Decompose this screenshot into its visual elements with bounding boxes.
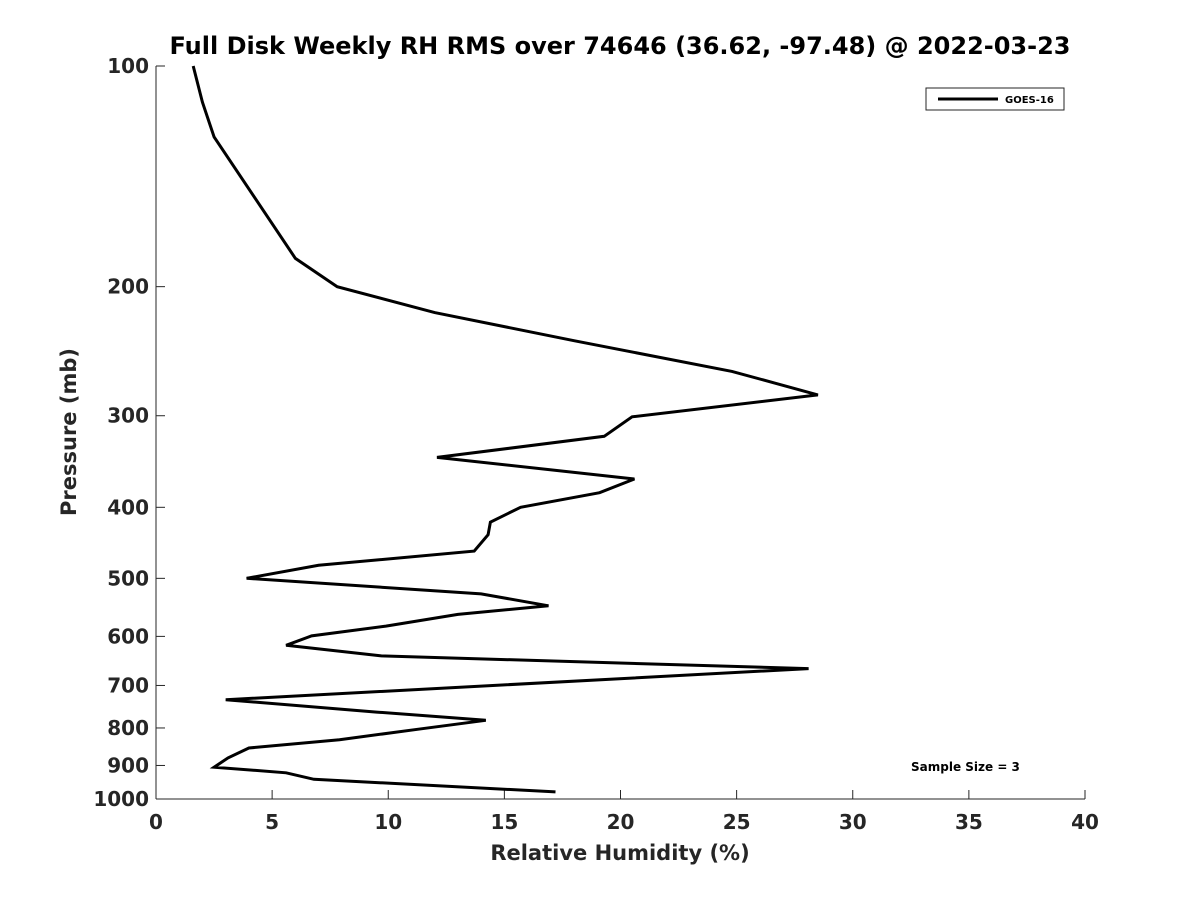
series-layer bbox=[191, 65, 819, 794]
x-tick-label: 30 bbox=[839, 810, 867, 834]
x-tick-label: 15 bbox=[490, 810, 518, 834]
x-tick-label: 5 bbox=[265, 810, 279, 834]
y-tick-label: 500 bbox=[107, 566, 149, 590]
y-tick-label: 200 bbox=[107, 275, 149, 299]
x-tick-label: 25 bbox=[723, 810, 751, 834]
y-tick-label: 700 bbox=[107, 673, 149, 697]
x-tick-label: 40 bbox=[1071, 810, 1099, 834]
legend: GOES-16 bbox=[925, 87, 1065, 111]
x-tick-label: 0 bbox=[149, 810, 163, 834]
y-tick-label: 1000 bbox=[93, 787, 149, 811]
legend-label-goes-16: GOES-16 bbox=[1005, 95, 1054, 106]
x-tick-label: 35 bbox=[955, 810, 983, 834]
series-line-goes-16 bbox=[191, 65, 819, 794]
x-tick-label: 10 bbox=[374, 810, 402, 834]
x-axis-label: Relative Humidity (%) bbox=[490, 841, 749, 865]
sample-size-annotation: Sample Size = 3 bbox=[911, 760, 1020, 774]
y-tick-label: 800 bbox=[107, 716, 149, 740]
y-tick-label: 300 bbox=[107, 404, 149, 428]
y-tick-label: 600 bbox=[107, 624, 149, 648]
plot-area bbox=[156, 66, 1085, 799]
x-ticks: 0 5 10 15 20 25 30 35 40 bbox=[149, 790, 1099, 834]
y-tick-label: 100 bbox=[107, 54, 149, 78]
x-tick-label: 20 bbox=[607, 810, 635, 834]
chart-title: Full Disk Weekly RH RMS over 74646 (36.6… bbox=[169, 32, 1070, 60]
y-ticks: 100 200 300 400 500 600 700 800 900 1000 bbox=[93, 54, 165, 811]
y-axis-label: Pressure (mb) bbox=[57, 348, 81, 516]
y-tick-label: 900 bbox=[107, 753, 149, 777]
y-tick-label: 400 bbox=[107, 495, 149, 519]
